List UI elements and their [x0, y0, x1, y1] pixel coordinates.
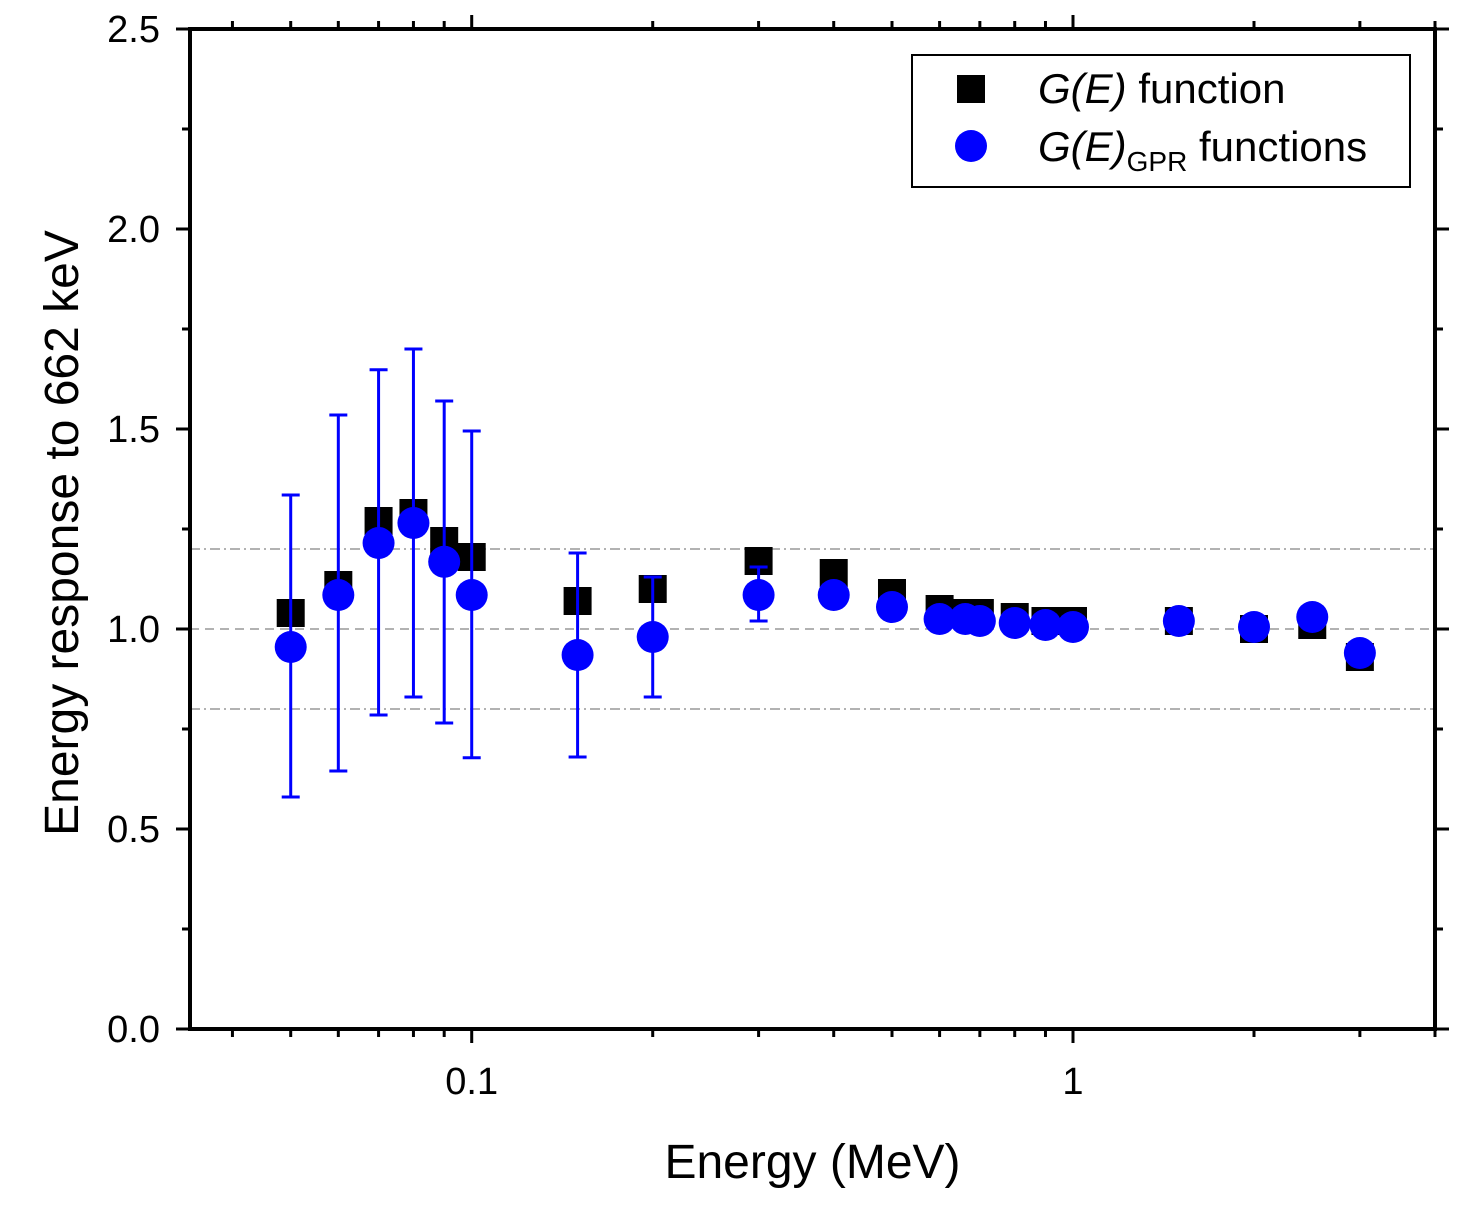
circle-point-6 [561, 639, 594, 671]
circle-point-3 [397, 507, 430, 539]
reference-lines [190, 548, 1435, 710]
legend-rest-1: functions [1187, 123, 1367, 170]
circle-point-2 [362, 527, 395, 559]
x-axis-title: Energy (MeV) [664, 1136, 960, 1189]
legend-box [911, 54, 1411, 188]
circle-point-1 [322, 579, 355, 611]
circle-point-9 [817, 579, 850, 611]
legend-italic-0: G(E) [1038, 65, 1127, 112]
circle-point-19 [1296, 601, 1329, 633]
circle-point-16 [1056, 611, 1089, 643]
circle-point-4 [428, 545, 461, 578]
circle-point-10 [875, 591, 908, 623]
legend: G(E) function G(E)GPR functions [911, 54, 1411, 188]
circle-point-5 [455, 579, 488, 611]
y-tick-label: 2.5 [107, 9, 160, 51]
legend-square-marker [957, 75, 985, 103]
circle-point-11 [923, 603, 956, 635]
legend-entry-g-e-gpr-functions: G(E)GPR functions [1038, 123, 1367, 177]
circle-point-0 [274, 631, 307, 663]
tick-labels: 0.0 0.5 1.0 1.5 2.0 2.5 0.1 1 [107, 9, 1083, 1103]
legend-rest-0: function [1127, 65, 1286, 112]
circle-point-14 [998, 607, 1031, 639]
y-axis-title: Energy response to 662 keV [36, 230, 89, 836]
y-tick-label: 0.5 [107, 809, 160, 851]
y-tick-label: 1.5 [107, 409, 160, 451]
x-tick-label: 1 [1062, 1061, 1083, 1103]
circle-point-17 [1162, 605, 1195, 637]
circle-point-20 [1343, 637, 1376, 669]
legend-entry-g-e-function: G(E) function [1038, 65, 1285, 112]
series-g-e-gpr-functions [274, 347, 1376, 799]
legend-italic-1: G(E) [1038, 123, 1127, 170]
y-tick-label: 0.0 [107, 1009, 160, 1051]
circle-point-13 [963, 605, 996, 637]
legend-subscript-1: GPR [1127, 146, 1188, 177]
circle-point-7 [636, 621, 669, 653]
circle-point-15 [1029, 609, 1062, 641]
x-tick-label: 0.1 [445, 1061, 498, 1103]
circle-point-18 [1237, 611, 1270, 643]
y-tick-label: 1.0 [107, 609, 160, 651]
circle-point-8 [742, 579, 775, 611]
plot-frame [188, 27, 1437, 1031]
legend-circle-marker [955, 130, 987, 162]
y-tick-label: 2.0 [107, 209, 160, 251]
